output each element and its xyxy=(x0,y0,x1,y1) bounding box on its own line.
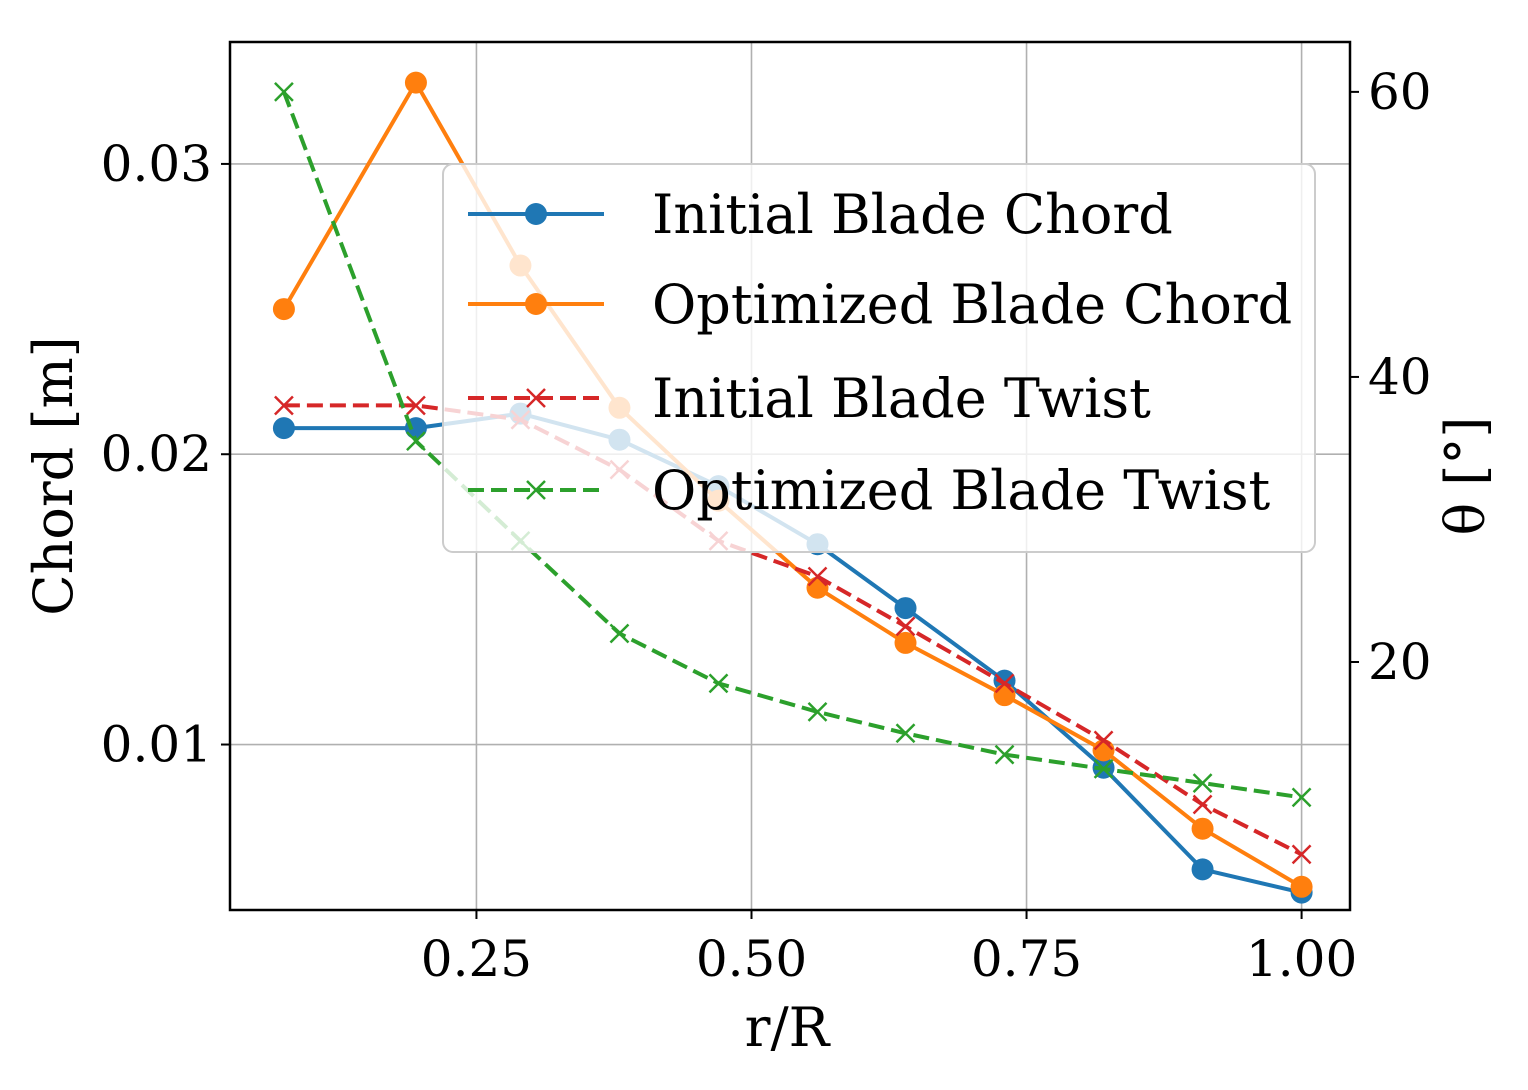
legend-box xyxy=(442,163,1316,553)
legend-item-initial-blade-chord: Initial Blade Chord xyxy=(468,183,1173,246)
legend-label: Initial Blade Chord xyxy=(652,183,1173,246)
legend: Initial Blade Chord Optimized Blade Chord… xyxy=(442,163,1316,553)
data-point xyxy=(406,395,426,416)
data-point xyxy=(1093,730,1114,751)
data-point xyxy=(406,431,426,451)
x-tick-label: 0.25 xyxy=(421,930,532,988)
data-point xyxy=(1191,858,1214,881)
legend-marker xyxy=(526,480,546,500)
data-point xyxy=(895,723,916,744)
legend-marker xyxy=(525,293,547,315)
x-tick-label: 0.50 xyxy=(696,930,807,988)
y-tick-label: 0.02 xyxy=(101,425,212,483)
plot-frame xyxy=(228,40,1352,912)
data-point xyxy=(1192,773,1213,794)
legend-marker xyxy=(525,203,547,225)
x-tick-label: 0.75 xyxy=(971,930,1082,988)
ticks: 0.25 0.50 0.75 1.00 0.01 0.02 0.03 20 40 60 xyxy=(101,63,1432,988)
data-point xyxy=(1093,759,1114,779)
data-point xyxy=(994,744,1015,765)
x-tick-label: 1.00 xyxy=(1246,930,1357,988)
data-point xyxy=(1192,794,1213,815)
data-point xyxy=(272,417,295,440)
y2-tick-label: 40 xyxy=(1368,348,1432,406)
legend-marker xyxy=(526,388,546,408)
data-point xyxy=(807,566,828,587)
data-point xyxy=(894,631,917,654)
data-point xyxy=(274,395,294,416)
data-point xyxy=(993,684,1016,707)
y2-tick-label: 20 xyxy=(1368,633,1432,691)
y2-tick-label: 60 xyxy=(1368,63,1432,121)
data-point xyxy=(1291,787,1312,808)
legend-item-optimized-blade-chord: Optimized Blade Chord xyxy=(468,273,1292,336)
y-tick-label: 0.01 xyxy=(101,716,212,774)
data-point xyxy=(894,597,917,620)
data-point xyxy=(1291,844,1312,865)
data-point xyxy=(1290,875,1313,898)
data-point xyxy=(994,673,1015,694)
y-axis-title: Chord [m] xyxy=(22,336,85,616)
data-point xyxy=(609,623,630,644)
y2-axis-title: θ [°] xyxy=(1434,417,1497,536)
data-point xyxy=(708,673,729,694)
data-point xyxy=(1191,817,1214,840)
data-point xyxy=(404,71,427,94)
data-point xyxy=(274,82,294,102)
legend-label: Initial Blade Twist xyxy=(652,367,1151,430)
y-tick-label: 0.03 xyxy=(101,135,212,193)
x-axis-title: r/R xyxy=(745,996,831,1059)
legend-label: Optimized Blade Chord xyxy=(652,273,1292,336)
legend-label: Optimized Blade Twist xyxy=(652,459,1271,522)
data-point xyxy=(272,298,295,321)
legend-item-initial-blade-twist: Initial Blade Twist xyxy=(468,367,1151,430)
legend-item-optimized-blade-twist: Optimized Blade Twist xyxy=(468,459,1271,522)
data-point xyxy=(895,616,916,637)
data-point xyxy=(807,702,828,722)
